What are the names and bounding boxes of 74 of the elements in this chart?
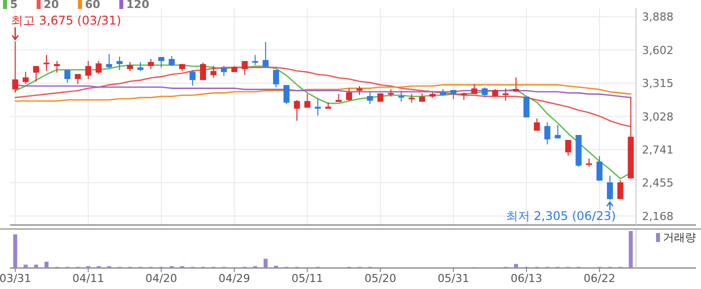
candlestick <box>210 66 216 78</box>
bar <box>514 264 518 268</box>
candlestick <box>85 60 92 80</box>
candlestick <box>22 71 29 84</box>
candlestick <box>554 124 561 139</box>
candlestick <box>158 56 164 68</box>
candlestick <box>534 118 540 132</box>
legend-label: 60 <box>84 0 101 11</box>
candlestick <box>44 54 50 72</box>
candlestick <box>523 96 530 118</box>
bar <box>628 231 633 268</box>
candlestick <box>262 41 269 68</box>
candlestick <box>294 99 300 122</box>
candlestick <box>398 90 404 102</box>
candlestick <box>116 56 123 70</box>
candlestick <box>12 40 18 94</box>
candlestick <box>450 90 456 100</box>
legend-label: 20 <box>44 0 60 11</box>
y-tick-label: 3,028 <box>642 110 674 124</box>
x-tick-label: 03/31 <box>0 272 32 285</box>
candlestick <box>168 55 175 67</box>
candlestick <box>106 53 112 69</box>
candlestick <box>314 98 321 116</box>
x-tick-label: 06/13 <box>510 272 542 285</box>
candlestick <box>606 175 613 201</box>
legend-label: 120 <box>126 0 150 11</box>
candlestick <box>544 122 550 145</box>
candlestick <box>565 139 572 156</box>
candlestick <box>126 61 133 72</box>
candlestick <box>283 84 290 105</box>
candlestick <box>96 60 102 75</box>
annotation: 최저 2,305 (06/23) <box>506 209 616 224</box>
y-tick-label: 2,168 <box>642 210 674 223</box>
y-tick-label: 2,455 <box>642 176 674 190</box>
candlestick <box>137 61 144 72</box>
candlestick <box>220 66 227 77</box>
candlestick <box>33 66 40 82</box>
y-tick-label: 3,315 <box>642 77 674 90</box>
legend-label: 거래량 <box>663 231 696 244</box>
candlestick <box>502 88 509 102</box>
x-tick-label: 04/11 <box>72 272 104 285</box>
candlestick <box>74 74 81 84</box>
candlestick <box>482 86 488 98</box>
candlestick <box>304 93 310 108</box>
candlestick <box>242 60 248 76</box>
candlestick <box>273 69 280 88</box>
candlestick <box>148 58 154 70</box>
x-tick-label: 05/31 <box>438 272 470 285</box>
candlestick <box>64 69 70 84</box>
legend-label: 5 <box>10 0 18 11</box>
candlestick <box>471 84 478 94</box>
candlestick <box>513 76 520 92</box>
x-tick-label: 05/11 <box>292 272 324 285</box>
candlestick <box>596 156 602 182</box>
candlestick <box>200 62 206 81</box>
x-tick-label: 04/20 <box>145 272 178 285</box>
candlestick <box>54 60 60 74</box>
candlestick <box>252 54 258 66</box>
y-tick-label: 3,888 <box>642 10 674 24</box>
x-tick-label: 06/22 <box>584 272 616 285</box>
candlestick <box>190 69 196 86</box>
bar <box>13 234 18 268</box>
bar <box>264 258 268 268</box>
y-tick-label: 3,602 <box>642 44 674 57</box>
x-tick-label: 05/20 <box>364 272 396 285</box>
bar <box>24 264 28 268</box>
bar <box>44 262 49 268</box>
candlestick <box>346 88 352 102</box>
x-tick-label: 04/29 <box>218 272 250 285</box>
candlestick <box>617 180 624 200</box>
bar <box>34 264 38 268</box>
y-tick-label: 2,741 <box>642 144 674 157</box>
candlestick <box>366 92 373 105</box>
annotation: 최고 3,675 (03/31) <box>11 13 122 28</box>
